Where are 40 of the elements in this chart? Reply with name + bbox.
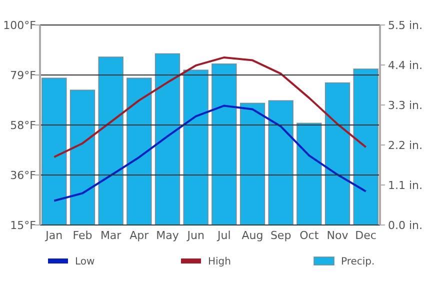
legend-label: Low xyxy=(75,256,95,268)
bar xyxy=(98,56,124,226)
x-tick-label: Oct xyxy=(300,229,320,242)
legend-label: High xyxy=(208,256,231,268)
bar xyxy=(126,78,152,226)
x-tick-label: Dec xyxy=(355,229,376,242)
line-series xyxy=(53,104,367,202)
x-tick-label: Aug xyxy=(242,229,264,242)
y-tick-label: 36°F xyxy=(10,168,36,182)
x-tick-label: Jan xyxy=(44,229,63,242)
x-tick-label: May xyxy=(156,229,180,242)
bar xyxy=(296,122,322,226)
bar xyxy=(353,68,378,226)
bar xyxy=(154,53,180,226)
bar xyxy=(42,78,67,226)
bar xyxy=(183,70,208,226)
y2-tick-label: 0.0 in. xyxy=(388,218,423,232)
x-tick-label: Nov xyxy=(326,229,349,242)
x-tick-label: Sep xyxy=(270,229,292,242)
y2-tick-label: 5.5 in. xyxy=(388,18,423,32)
y2-tick-label: 4.4 in. xyxy=(388,58,423,72)
x-tick-label: Apr xyxy=(130,229,150,242)
y-tick-label: 100°F xyxy=(3,18,36,32)
y-tick-label: 58°F xyxy=(10,118,36,132)
x-tick-label: Feb xyxy=(72,229,92,242)
bar xyxy=(70,90,96,226)
bar xyxy=(240,102,266,226)
y2-tick-label: 2.2 in. xyxy=(388,138,423,152)
bar xyxy=(212,64,237,226)
legend-label: Precip. xyxy=(341,256,375,268)
y2-tick-label: 3.3 in. xyxy=(388,98,423,112)
y-tick-label: 79°F xyxy=(10,68,36,82)
x-tick-label: Jun xyxy=(186,229,204,242)
bar xyxy=(268,100,294,226)
line-series xyxy=(53,56,367,158)
y-tick-label: 15°F xyxy=(10,218,36,232)
bar xyxy=(324,82,350,226)
x-tick-label: Jul xyxy=(216,229,231,242)
x-tick-label: Mar xyxy=(100,229,122,242)
y2-tick-label: 1.1 in. xyxy=(388,178,423,192)
